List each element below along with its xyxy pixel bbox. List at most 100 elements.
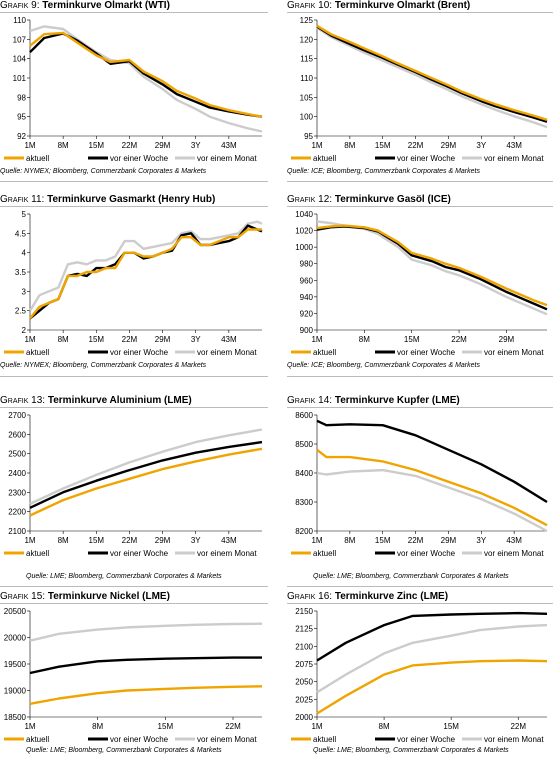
legend-label-current: aktuell [313,735,336,744]
legend-label-month: vor einem Monat [197,154,257,163]
y-tick-label: 4.5 [15,229,27,238]
chart-panel-wti: Grafik 9: Terminkurve Olmarkt (WTI) 92 95… [0,0,268,185]
y-tick-label: 107 [13,35,27,44]
x-tick-label: 15M [89,536,105,545]
x-tick-label: 22M [122,141,138,150]
x-tick-label: 8M [344,536,355,545]
legend-label-current: aktuell [313,154,336,163]
y-tick-label: 125 [300,16,314,25]
chart-panel-gasoil: Grafik 12: Terminkurve Gasöl (ICE) 900 92… [287,194,553,379]
x-tick-label: 8M [379,722,390,731]
chart-title: Grafik 11: Terminkurve Gasmarkt (Henry H… [0,194,268,207]
x-tick-label: 43M [221,141,237,150]
series-line-week [316,611,548,662]
y-tick-label: 2100 [295,642,313,651]
chart-panel-brent: Grafik 10: Terminkurve Olmarkt (Brent) 9… [287,0,553,185]
series-line-month [29,25,263,133]
x-tick-label: 1M [24,722,35,731]
legend-label-week: vor einer Woche [397,154,456,163]
y-tick-label: 104 [13,55,27,64]
y-tick-label: 940 [300,293,314,302]
x-tick-label: 15M [89,335,105,344]
divider [287,376,553,377]
y-tick-label: 115 [300,55,313,64]
source-note: Quelle: NYMEX; Bloomberg, Commerzbank Co… [0,362,207,369]
y-tick-label: 2050 [295,678,313,687]
y-tick-label: 2150 [295,607,313,616]
y-tick-label: 980 [300,260,314,269]
series-line-month [316,623,548,694]
x-tick-label: 22M [510,722,526,731]
series-line-week [316,25,548,123]
chart-panel-henry-hub: Grafik 11: Terminkurve Gasmarkt (Henry H… [0,194,268,379]
source-note: Quelle: ICE; Bloomberg, Commerzbank Corp… [287,362,480,369]
x-tick-label: 22M [451,335,467,344]
x-tick-label: 15M [404,335,420,344]
y-tick-label: 920 [300,309,314,318]
legend-label-week: vor einer Woche [110,735,169,744]
x-tick-label: 22M [122,536,138,545]
y-tick-label: 3 [22,287,27,296]
chart-title: Grafik 9: Terminkurve Olmarkt (WTI) [0,0,268,13]
y-tick-label: 110 [300,74,313,83]
series-line-week [29,440,263,509]
y-tick-label: 1020 [295,227,313,236]
legend-label-month: vor einem Monat [197,348,257,357]
divider [0,376,268,377]
y-tick-label: 98 [17,93,26,102]
legend-label-week: vor einer Woche [110,154,169,163]
series-line-week [316,225,548,311]
chart-panel-nickel: Grafik 15: Terminkurve Nickel (LME) 1850… [0,591,268,763]
series-line-current [29,31,263,118]
chart-title: Grafik 12: Terminkurve Gasöl (ICE) [287,194,553,207]
divider [287,181,553,182]
x-tick-label: 15M [443,722,459,731]
y-tick-label: 1000 [295,243,313,252]
y-tick-label: 2.5 [15,307,27,316]
x-tick-label: 3Y [191,335,201,344]
series-line-current [29,685,263,705]
series-line-month [316,468,548,533]
legend-label-month: vor einem Monat [484,549,544,558]
chart-title: Grafik 15: Terminkurve Nickel (LME) [0,591,268,604]
x-tick-label: 29M [499,335,515,344]
source-note: Quelle: NYMEX; Bloomberg, Commerzbank Co… [0,168,207,175]
x-tick-label: 3Y [476,141,486,150]
x-tick-label: 1M [311,722,322,731]
y-tick-label: 3.5 [15,268,27,277]
source-note: Quelle: LME; Bloomberg, Commerzbank Corp… [313,573,509,580]
x-tick-label: 43M [506,536,522,545]
source-note: Quelle: ICE; Bloomberg, Commerzbank Corp… [287,168,480,175]
line-chart: 18500 19000 19500 20000 20500 1M 8M 15M 22M aktue… [4,607,263,744]
series-line-current [316,659,548,715]
chart-title: Grafik 14: Terminkurve Kupfer (LME) [287,395,553,408]
legend-label-month: vor einem Monat [484,154,544,163]
y-tick-label: 2500 [8,450,26,459]
x-tick-label: 8M [58,141,69,150]
x-tick-label: 29M [441,141,457,150]
y-tick-label: 120 [300,35,314,44]
x-tick-label: 8M [58,335,69,344]
series-line-month [29,428,263,505]
legend-label-week: vor einer Woche [397,348,456,357]
x-tick-label: 29M [155,536,171,545]
y-tick-label: 2075 [295,660,313,669]
legend-label-current: aktuell [26,549,49,558]
x-tick-label: 1M [311,335,322,344]
x-tick-label: 29M [441,536,457,545]
y-tick-label: 8400 [295,469,313,478]
y-tick-label: 18500 [4,713,27,722]
divider [0,586,268,587]
x-tick-label: 8M [344,141,355,150]
y-tick-label: 900 [300,326,314,335]
x-tick-label: 29M [155,335,171,344]
line-chart: 900 920 940 960 980 1000 1020 1040 1M 8M 15M 22M 29M… [291,210,548,357]
x-tick-label: 43M [506,141,522,150]
chart-panel-zinc: Grafik 16: Terminkurve Zinc (LME) 2000 20… [287,591,553,763]
x-tick-label: 3Y [191,536,201,545]
x-tick-label: 8M [92,722,103,731]
y-tick-label: 2200 [8,508,26,517]
y-tick-label: 960 [300,276,314,285]
legend-label-month: vor einem Monat [197,735,257,744]
series-line-month [29,622,263,642]
